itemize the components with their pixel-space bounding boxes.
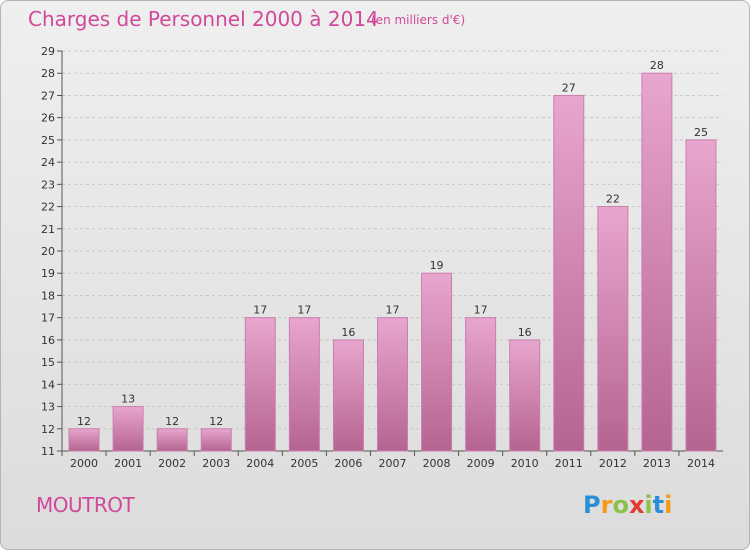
bar-2009 bbox=[465, 317, 497, 452]
x-tick-label-2004: 2004 bbox=[246, 457, 274, 470]
value-label-2003: 12 bbox=[209, 415, 223, 428]
y-tick-label: 19 bbox=[41, 267, 55, 280]
value-label-2011: 27 bbox=[562, 81, 576, 94]
x-tick-label-2005: 2005 bbox=[290, 457, 318, 470]
x-tick-label-2008: 2008 bbox=[423, 457, 451, 470]
value-label-2002: 12 bbox=[165, 415, 179, 428]
y-tick-label: 14 bbox=[41, 378, 55, 391]
y-tick-label: 22 bbox=[41, 201, 55, 214]
value-label-2014: 25 bbox=[694, 126, 708, 139]
x-tick-label-2013: 2013 bbox=[643, 457, 671, 470]
y-tick-label: 11 bbox=[41, 445, 55, 458]
y-tick-label: 26 bbox=[41, 112, 55, 125]
bar-2013 bbox=[641, 72, 673, 452]
x-tick-label-2002: 2002 bbox=[158, 457, 186, 470]
value-label-2009: 17 bbox=[474, 304, 488, 317]
value-label-2000: 12 bbox=[77, 415, 91, 428]
y-tick-label: 27 bbox=[41, 89, 55, 102]
bar-2008 bbox=[421, 272, 453, 452]
bar-2006 bbox=[332, 339, 364, 452]
y-tick-label: 21 bbox=[41, 223, 55, 236]
value-label-2007: 17 bbox=[386, 304, 400, 317]
y-tick-label: 17 bbox=[41, 312, 55, 325]
value-label-2005: 17 bbox=[297, 304, 311, 317]
x-tick-label-2014: 2014 bbox=[687, 457, 715, 470]
x-tick-label-2001: 2001 bbox=[114, 457, 142, 470]
chart-title: Charges de Personnel 2000 à 2014 bbox=[28, 7, 379, 31]
bar-2011 bbox=[553, 94, 585, 452]
value-label-2012: 22 bbox=[606, 193, 620, 206]
y-tick-label: 12 bbox=[41, 423, 55, 436]
bar-2000 bbox=[68, 428, 100, 452]
bar-2010 bbox=[509, 339, 541, 452]
y-tick-label: 16 bbox=[41, 334, 55, 347]
x-tick-label-2011: 2011 bbox=[555, 457, 583, 470]
y-tick-label: 24 bbox=[41, 156, 55, 169]
x-tick-label-2006: 2006 bbox=[334, 457, 362, 470]
x-tick-label-2010: 2010 bbox=[511, 457, 539, 470]
y-tick-label: 23 bbox=[41, 178, 55, 191]
y-tick-label: 15 bbox=[41, 356, 55, 369]
x-tick-label-2007: 2007 bbox=[379, 457, 407, 470]
y-tick-label: 20 bbox=[41, 245, 55, 258]
value-label-2006: 16 bbox=[341, 326, 355, 339]
bar-2012 bbox=[597, 206, 629, 452]
bar-2014 bbox=[685, 139, 717, 452]
bar-2003 bbox=[200, 428, 232, 452]
place-name: MOUTROT bbox=[36, 493, 135, 517]
chart-subtitle: (en milliers d'€) bbox=[371, 13, 466, 27]
y-tick-label: 29 bbox=[41, 45, 55, 58]
y-tick-label: 18 bbox=[41, 289, 55, 302]
bar-2001 bbox=[112, 406, 144, 452]
value-label-2001: 13 bbox=[121, 393, 135, 406]
x-tick-label-2000: 2000 bbox=[70, 457, 98, 470]
bar-2005 bbox=[288, 317, 320, 452]
value-label-2010: 16 bbox=[518, 326, 532, 339]
bar-2007 bbox=[377, 317, 408, 452]
y-tick-label: 13 bbox=[41, 401, 55, 414]
value-label-2004: 17 bbox=[253, 304, 267, 317]
x-tick-label-2012: 2012 bbox=[599, 457, 627, 470]
x-tick-label-2003: 2003 bbox=[202, 457, 230, 470]
x-tick-label-2009: 2009 bbox=[467, 457, 495, 470]
value-label-2008: 19 bbox=[430, 259, 444, 272]
y-tick-label: 28 bbox=[41, 67, 55, 80]
proxiti-logo: Proxiti bbox=[583, 491, 673, 519]
bar-2002 bbox=[156, 428, 188, 452]
value-label-2013: 28 bbox=[650, 59, 664, 72]
y-tick-label: 25 bbox=[41, 134, 55, 147]
bar-2004 bbox=[244, 317, 276, 452]
